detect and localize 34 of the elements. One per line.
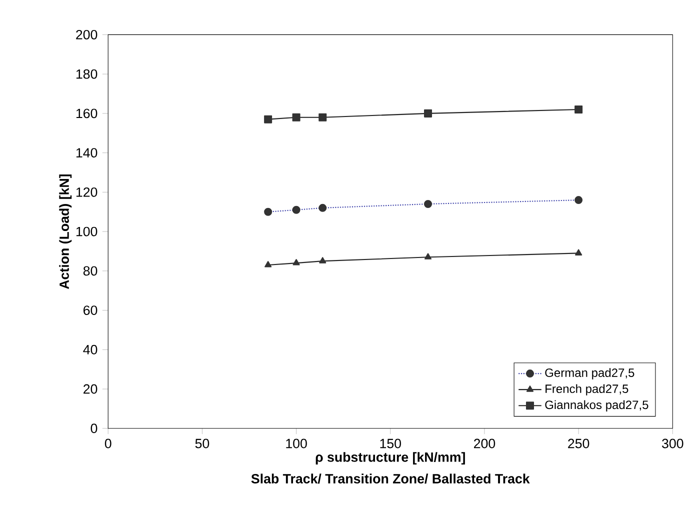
y-tick-label: 200 [76, 30, 98, 40]
point [318, 113, 327, 122]
y-tick-label: 120 [76, 187, 98, 197]
point [292, 113, 300, 122]
point [292, 258, 300, 266]
x-axis-title: ρ substructure [kN/mm] [316, 452, 465, 464]
x-tick-label: 100 [286, 438, 307, 448]
y-tick-label: 20 [84, 384, 98, 394]
y-axis-title: Action (Load) [kN] [59, 174, 72, 289]
x-tick-label: 50 [195, 438, 210, 448]
y-tick-label: 180 [76, 69, 98, 79]
x-tick-label: 0 [104, 438, 112, 448]
y-tick-label: 100 [76, 226, 98, 236]
point [264, 115, 272, 124]
point [424, 109, 432, 118]
x-tick-label: 300 [662, 438, 684, 448]
legend-label: German pad27,5 [545, 368, 634, 380]
y-tick-label: 40 [83, 344, 98, 354]
legend-label: French pad27,5 [546, 384, 628, 396]
y-tick-label: 140 [76, 148, 98, 158]
y-tick-label: 160 [76, 108, 98, 118]
text: Slab Track/ Transition Zone/ Ballasted Track [251, 473, 530, 484]
point [575, 248, 582, 256]
x-tick-label: 150 [380, 438, 401, 448]
y-tick-label: 0 [90, 423, 98, 433]
point [424, 252, 432, 260]
y-tick-label: 60 [84, 305, 98, 315]
y-tick-label: 80 [83, 266, 98, 276]
point [264, 260, 272, 268]
x-tick-label: 200 [474, 438, 496, 448]
point [574, 105, 583, 114]
point [319, 256, 326, 264]
legend-label: Giannakos pad27,5 [545, 400, 648, 412]
x-tick-label: 250 [568, 438, 590, 448]
